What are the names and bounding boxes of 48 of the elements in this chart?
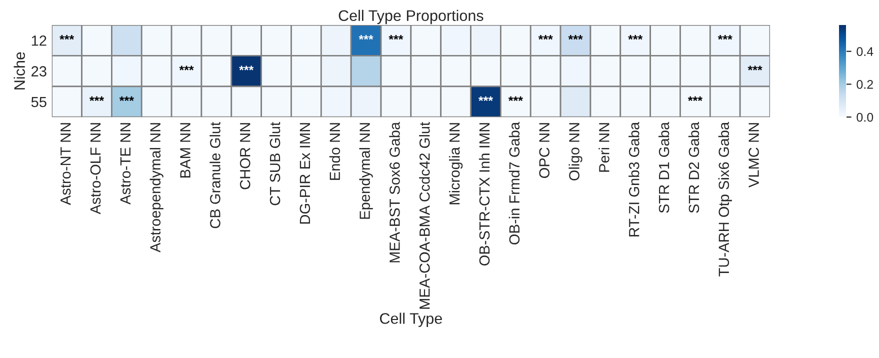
x-tick-label: Ependymal NN — [359, 123, 373, 219]
data-label: *** — [388, 35, 404, 40]
x-tick-label: BAM NN — [180, 123, 190, 178]
x-tick-label: Astro-OLF NN — [90, 123, 101, 214]
x-axis-title: Cell Type — [380, 312, 442, 327]
color-bar-label: 0.2 — [856, 80, 873, 89]
data-label: *** — [89, 96, 104, 102]
x-tick-label: Astro-TE NN — [120, 123, 131, 205]
color-bar-label: 0.4 — [856, 47, 874, 56]
x-tick-label: OPC NN — [539, 123, 550, 178]
y-tick-label: 23 — [32, 66, 46, 76]
x-tick-label: Oligo NN — [568, 123, 582, 180]
x-tick-label: Microglia NN — [449, 123, 463, 204]
x-tick-label: CT SUB Glut — [269, 122, 280, 206]
x-tick-label: VLMC NN — [748, 123, 759, 188]
x-tick-label: Peri NN — [598, 123, 610, 172]
chart-title: Cell Type Proportions — [338, 10, 484, 24]
data-label: *** — [718, 35, 732, 40]
data-label: *** — [478, 96, 494, 102]
data-label: *** — [239, 66, 254, 70]
data-label: *** — [179, 66, 194, 70]
x-tick-label: DG-PIR Ex IMN — [300, 123, 310, 224]
y-tick-label: 55 — [31, 96, 46, 108]
x-tick-label: OB-STR-CTX Inh IMN — [478, 123, 490, 266]
color-bar-label: 0.0 — [856, 112, 874, 122]
data-label: *** — [119, 96, 134, 102]
x-tick-label: STR D1 Gaba — [658, 122, 670, 213]
x-tick-label: Astroependymal NN — [150, 123, 164, 252]
y-tick-label: 12 — [32, 35, 46, 46]
data-label: *** — [748, 66, 762, 70]
x-tick-label: CB Granule Glut — [210, 122, 220, 228]
y-axis-title: Niche — [14, 52, 25, 90]
x-tick-label: CHOR NN — [240, 123, 250, 190]
x-tick-label: RT-ZI Gnb3 Gaba — [628, 122, 640, 236]
data-label: *** — [358, 35, 374, 40]
data-label: *** — [538, 35, 553, 40]
data-label: *** — [568, 35, 583, 40]
data-label: *** — [688, 96, 702, 102]
x-tick-label: TU-ARH Otp Six6 Gaba — [718, 122, 732, 276]
x-tick-label: Endo NN — [329, 123, 340, 180]
data-label: *** — [628, 35, 643, 40]
data-label: *** — [60, 35, 74, 40]
x-tick-label: MEA-BST Sox6 Gaba — [389, 122, 400, 262]
x-tick-label: STR D2 Gaba — [688, 122, 700, 213]
x-tick-label: Astro-NT NN — [60, 123, 71, 206]
data-label: *** — [508, 96, 523, 102]
x-tick-label: MEA-COA-BMA Ccdc42 Glut — [419, 122, 430, 309]
x-tick-label: OB-in Frmd7 Gaba — [508, 122, 520, 244]
